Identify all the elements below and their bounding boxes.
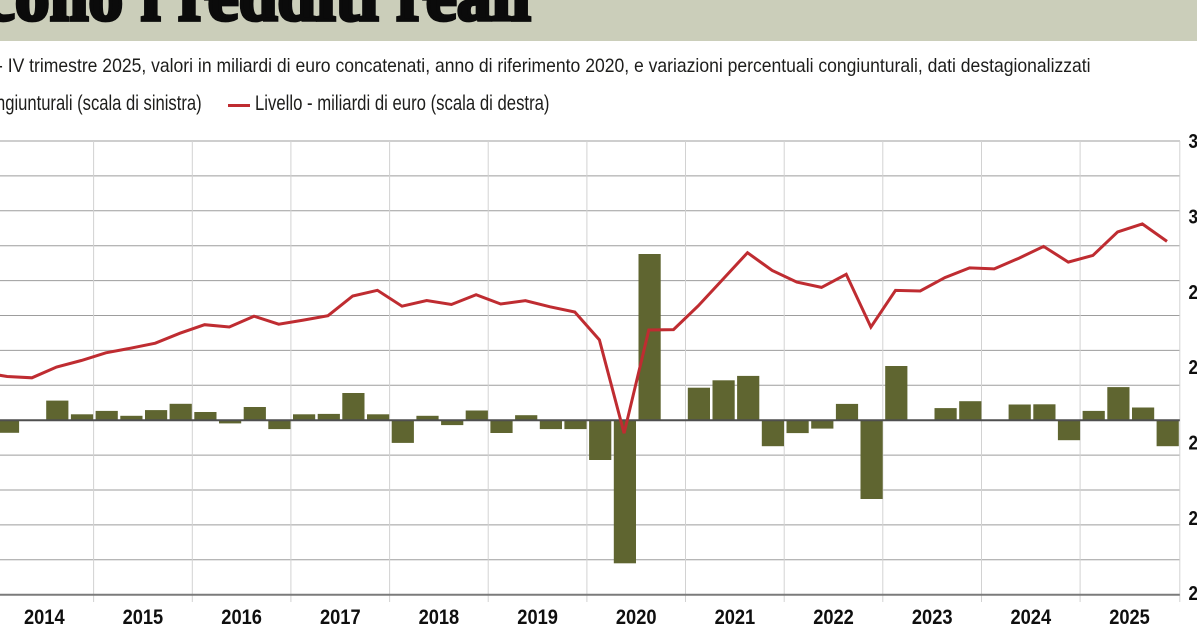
svg-text:2018: 2018 [419,606,460,630]
svg-text:2: 2 [1189,506,1197,529]
svg-text:2019: 2019 [517,606,558,630]
svg-text:2017: 2017 [320,606,361,630]
svg-text:2: 2 [1189,356,1197,379]
svg-text:2023: 2023 [912,606,953,630]
svg-text:2: 2 [1189,582,1197,605]
svg-text:2014: 2014 [24,606,65,630]
svg-text:3: 3 [1189,130,1197,153]
svg-text:2025: 2025 [1109,606,1150,630]
svg-text:2: 2 [1189,431,1197,454]
svg-text:2021: 2021 [715,606,756,630]
svg-text:2: 2 [1189,280,1197,303]
svg-text:2015: 2015 [123,606,164,630]
svg-text:2016: 2016 [221,606,262,630]
svg-text:2024: 2024 [1010,606,1051,630]
svg-text:2022: 2022 [813,606,854,630]
svg-text:2020: 2020 [616,606,657,630]
svg-text:3: 3 [1189,205,1197,228]
